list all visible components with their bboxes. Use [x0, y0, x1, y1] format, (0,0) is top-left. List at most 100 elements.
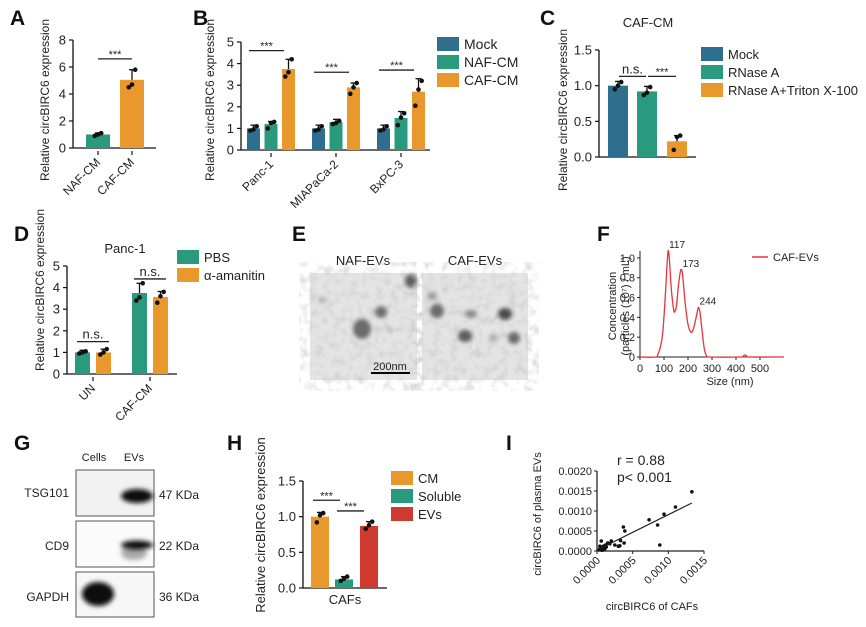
x-tick-label: 0.0010	[642, 555, 674, 587]
y-axis-title: Relative circBIRC6 expression	[556, 29, 570, 191]
y-axis-title: circBIRC6 of plasma EVs	[532, 452, 544, 576]
protein-label-cd9: CD9	[45, 539, 69, 553]
y-tick-label: 0.0010	[558, 506, 592, 518]
data-point	[384, 123, 390, 129]
data-point	[251, 127, 256, 132]
bar-rnase-a	[637, 91, 657, 157]
data-point	[395, 122, 401, 128]
y-tick-label: 0	[59, 141, 66, 156]
blot-box-tsg101	[75, 469, 155, 517]
peak-label: 173	[683, 259, 700, 270]
panel-label-f: F	[597, 223, 610, 246]
bar-pbs	[75, 352, 90, 374]
data-point	[289, 56, 295, 62]
y-tick-label: 4	[227, 56, 234, 71]
y-axis-title: Relative circBIRC6 expression	[38, 19, 52, 181]
data-point	[283, 74, 288, 79]
protein-size-cd9: 22 KDa	[159, 539, 199, 553]
scatter-point	[622, 541, 626, 545]
x-tick-label: Panc-1	[239, 157, 276, 194]
bar-naf-cm	[86, 134, 110, 148]
x-tick-label: 0.0015	[678, 555, 710, 587]
y-tick-label: 2	[227, 99, 234, 114]
protein-label-gapdh: GAPDH	[26, 590, 69, 604]
x-tick-label: UN	[76, 381, 98, 403]
y-tick-label: 1	[53, 345, 60, 360]
significance-label: ***	[320, 490, 334, 502]
data-point	[126, 84, 132, 90]
y-tick-label: 1.0	[574, 78, 592, 93]
legend-swatch	[701, 65, 723, 79]
significance-label: ***	[344, 501, 358, 513]
chart-title: CAF-CM	[623, 15, 674, 30]
data-point	[671, 147, 677, 153]
legend-label: Mock	[464, 36, 498, 52]
legend-label: PBS	[204, 250, 230, 265]
panel-label-e: E	[292, 223, 306, 246]
legend-swatch	[391, 489, 413, 503]
legend-label: Mock	[728, 47, 760, 62]
panel-label-b: B	[193, 7, 208, 30]
bar-evs	[360, 525, 378, 588]
y-tick-label: 3	[227, 78, 234, 93]
data-point	[101, 350, 106, 355]
data-point	[401, 110, 407, 116]
data-point	[344, 574, 350, 579]
data-point	[140, 280, 145, 286]
bar-mock	[608, 85, 628, 157]
data-point	[265, 126, 271, 131]
band-gapdh-cells	[82, 582, 114, 606]
data-point	[83, 349, 88, 354]
x-tick-label: 0.0005	[607, 555, 639, 587]
y-tick-label: 1.0	[620, 253, 635, 265]
data-point	[419, 78, 425, 84]
y-tick-label: 4	[59, 87, 66, 102]
scatter-point	[618, 544, 622, 548]
y-tick-label: 2	[59, 114, 66, 129]
y-tick-label: 0	[629, 352, 635, 364]
y-tick-label: 2	[53, 323, 60, 338]
scatter-point	[621, 525, 626, 529]
bar-caf-cm	[412, 91, 425, 150]
significance-label: ***	[325, 62, 339, 74]
y-tick-label: 0.0005	[558, 526, 592, 538]
bar-cm	[311, 516, 329, 588]
data-point	[134, 298, 139, 303]
legend-swatch	[437, 73, 459, 87]
legend-label: RNase A+Triton X-100	[728, 83, 858, 98]
scatter-point	[647, 518, 651, 522]
data-point	[644, 90, 650, 96]
scatter-point	[623, 529, 627, 533]
scatter-point	[613, 543, 617, 547]
y-axis-title: Relative circBIRC6 expression	[33, 209, 47, 371]
legend-swatch	[177, 268, 199, 282]
data-point	[158, 293, 163, 299]
significance-label: ***	[260, 41, 274, 53]
y-axis-title-line2: (particles (10⁷) / mL)	[620, 256, 632, 355]
data-point	[271, 119, 277, 125]
data-point	[366, 522, 372, 528]
y-axis-title: Relative circBIRC6 expression	[253, 437, 268, 613]
panel-c-bar-chart: 0.0 0.5 1.0 1.5 Relative circBIRC6 expressio…	[556, 15, 858, 191]
y-tick-label: 3	[53, 302, 60, 317]
y-axis-title: Relative circBIRC6 expression	[203, 19, 217, 181]
bar-caf-cm	[120, 79, 144, 148]
y-tick-label: 0.6	[620, 293, 635, 305]
regression-line	[598, 502, 693, 550]
y-tick-label: 1.5	[278, 474, 296, 489]
legend-label: NAF-CM	[464, 54, 518, 70]
data-point	[416, 87, 421, 92]
x-tick-label: 200	[679, 363, 697, 375]
protein-size-gapdh: 36 KDa	[159, 590, 199, 604]
bar-soluble	[335, 579, 353, 588]
x-tick-label: 500	[751, 363, 769, 375]
scatter-point	[690, 490, 694, 494]
legend-label: CM	[418, 471, 438, 486]
scatter-point	[598, 544, 602, 548]
y-tick-label: 1.5	[574, 43, 592, 58]
y-tick-label: 0	[227, 143, 234, 158]
bar-α-amanitin	[153, 296, 168, 374]
data-point	[677, 133, 683, 138]
data-point	[137, 295, 142, 300]
